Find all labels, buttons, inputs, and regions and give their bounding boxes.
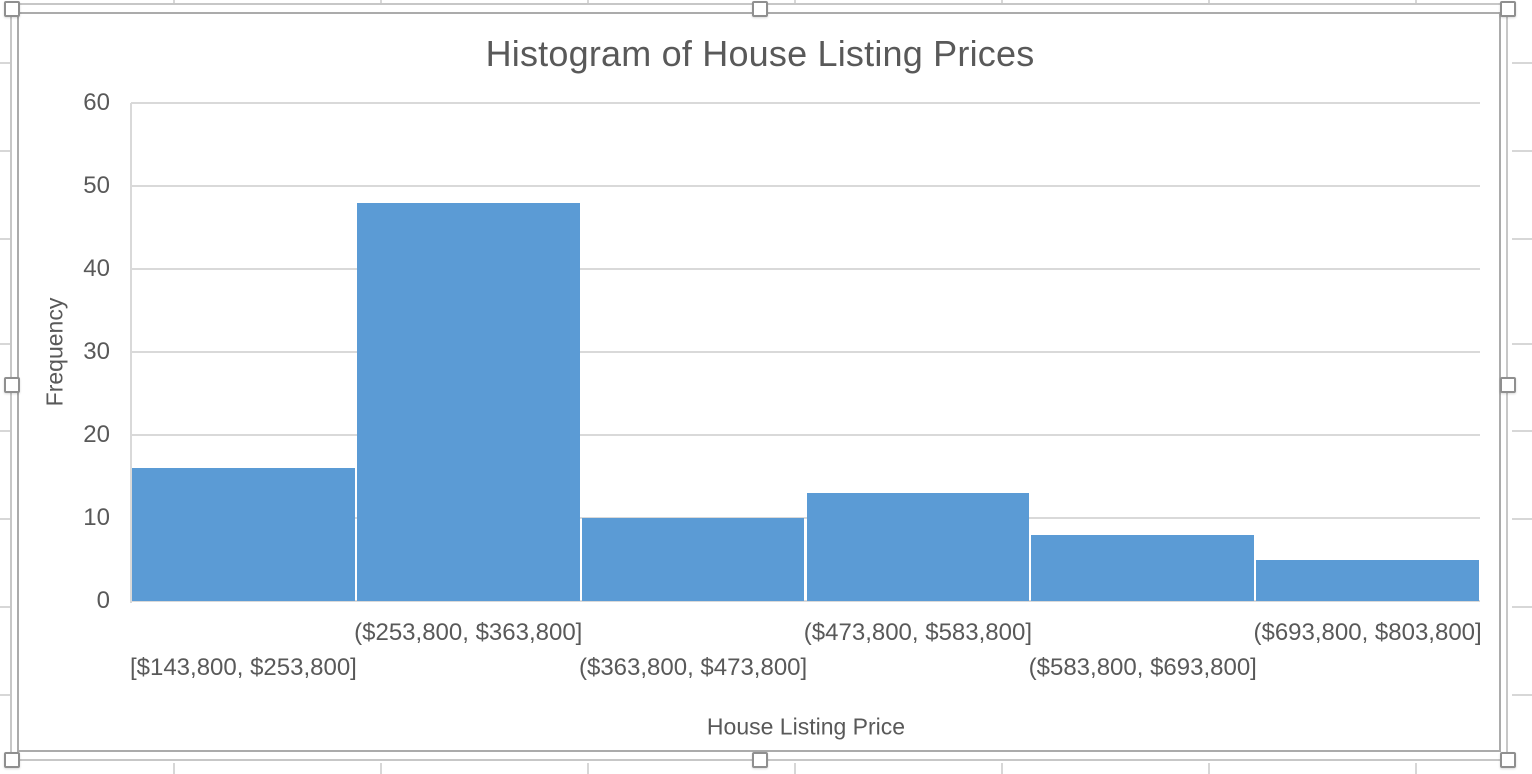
gridline-30 — [131, 351, 1480, 353]
x-tick-label: ($693,800, $803,800] — [1253, 619, 1482, 646]
y-tick-label: 60 — [83, 89, 110, 116]
gridline-10 — [131, 517, 1480, 519]
sheet-row-line — [1512, 694, 1532, 696]
sheet-row-line — [0, 694, 10, 696]
gridline-50 — [131, 185, 1480, 187]
resize-handle-nw[interactable] — [4, 1, 20, 17]
resize-handle-e[interactable] — [1500, 377, 1516, 393]
sheet-col-line — [173, 0, 175, 3]
sheet-row-line — [0, 518, 10, 520]
y-axis-line — [130, 103, 132, 603]
y-tick-label: 0 — [96, 587, 110, 614]
sheet-row-line — [1512, 606, 1532, 608]
y-tick-label: 50 — [83, 172, 110, 199]
sheet-row-line — [0, 238, 10, 240]
resize-handle-sw[interactable] — [4, 752, 20, 768]
sheet-col-line — [794, 0, 796, 3]
sheet-col-line — [1208, 0, 1210, 3]
histogram-bar[interactable] — [806, 493, 1030, 601]
histogram-bar[interactable] — [1031, 534, 1255, 601]
sheet-row-line — [1512, 62, 1532, 64]
sheet-row-line — [1512, 150, 1532, 152]
x-tick-label: ($583,800, $693,800] — [1028, 654, 1257, 681]
resize-handle-ne[interactable] — [1500, 1, 1516, 17]
chart-title[interactable]: Histogram of House Listing Prices — [485, 33, 1035, 74]
sheet-row-line — [1512, 343, 1532, 345]
y-axis-title[interactable]: Frequency — [41, 297, 68, 407]
sheet-col-line — [1001, 0, 1003, 3]
sheet-row-line — [1512, 518, 1532, 520]
histogram-bar[interactable] — [356, 202, 580, 601]
x-tick-label: [$143,800, $253,800] — [129, 654, 357, 681]
sheet-col-line — [587, 0, 589, 3]
histogram-bar[interactable] — [581, 518, 805, 601]
sheet-col-line — [1001, 763, 1003, 774]
sheet-row-line — [1512, 430, 1532, 432]
y-tick-label: 20 — [83, 421, 110, 448]
sheet-row-line — [1512, 238, 1532, 240]
resize-handle-se[interactable] — [1500, 752, 1516, 768]
sheet-col-line — [380, 763, 382, 774]
sheet-col-line — [1415, 763, 1417, 774]
resize-handle-n[interactable] — [752, 1, 768, 17]
x-tick-label: ($473,800, $583,800] — [803, 619, 1033, 646]
sheet-col-line — [1208, 763, 1210, 774]
sheet-col-line — [173, 763, 175, 774]
sheet-col-line — [380, 0, 382, 3]
histogram-bar[interactable] — [132, 468, 355, 601]
x-tick-label: ($253,800, $363,800] — [354, 619, 583, 646]
y-tick-label: 30 — [83, 338, 110, 365]
gridline-60 — [131, 102, 1480, 104]
gridline-0 — [131, 600, 1480, 602]
sheet-row-line — [0, 62, 10, 64]
sheet-col-line — [1415, 0, 1417, 3]
sheet-row-line — [0, 606, 10, 608]
sheet-row-line — [0, 430, 10, 432]
gridline-40 — [131, 268, 1480, 270]
y-tick-label: 10 — [83, 504, 110, 531]
histogram-bar[interactable] — [1256, 559, 1479, 601]
x-tick-label: ($363,800, $473,800] — [578, 654, 808, 681]
resize-handle-s[interactable] — [752, 752, 768, 768]
x-axis-title[interactable]: House Listing Price — [706, 713, 906, 740]
gridline-20 — [131, 434, 1480, 436]
sheet-col-line — [794, 763, 796, 774]
resize-handle-w[interactable] — [4, 377, 20, 393]
sheet-row-line — [0, 343, 10, 345]
y-tick-label: 40 — [83, 255, 110, 282]
sheet-col-line — [587, 763, 589, 774]
sheet-row-line — [0, 150, 10, 152]
